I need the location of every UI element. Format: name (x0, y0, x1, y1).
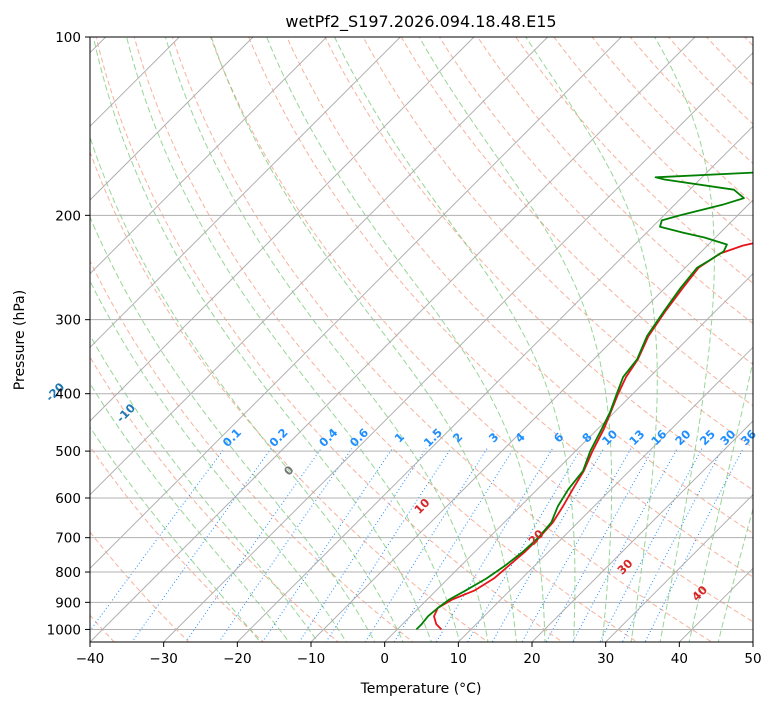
dry-adiabat-line (90, 356, 340, 642)
sounding-traces (415, 171, 753, 631)
x-tick-label: −20 (223, 651, 252, 667)
x-tick-label: 10 (450, 651, 467, 667)
y-tick-label: 100 (55, 30, 81, 46)
dry-adiabat-line (90, 531, 190, 642)
x-tick-label: −30 (149, 651, 178, 667)
y-tick-label: 800 (55, 565, 81, 581)
x-tick-label: 40 (671, 651, 688, 667)
isotherm-gridline (90, 37, 254, 201)
x-tick-label: −40 (76, 651, 105, 667)
y-tick-label: 200 (55, 208, 81, 224)
x-tick-label: 30 (597, 651, 614, 667)
isotherm-gridline (90, 37, 475, 422)
moist-adiabat-line (90, 279, 347, 642)
dry-adiabat-line (133, 37, 638, 642)
y-tick-label: 500 (55, 444, 81, 460)
mixing-ratio-line (262, 448, 393, 642)
y-tick-label: 1000 (47, 622, 81, 638)
dry-adiabat-line (756, 10, 775, 654)
dry-adiabat-line (362, 37, 753, 449)
y-tick-label: 900 (55, 595, 81, 611)
isotherm-gridline (90, 37, 549, 496)
x-tick-label: 50 (744, 651, 761, 667)
x-tick-label: −10 (297, 651, 326, 667)
x-tick-label: 20 (523, 651, 540, 667)
mixing-ratio-line (325, 448, 452, 642)
y-tick-label: 400 (55, 387, 81, 403)
dry-adiabat-line (400, 37, 753, 407)
isotherm-gridline (383, 272, 753, 642)
y-tick-label: 600 (55, 491, 81, 507)
plot-frame (89, 36, 754, 643)
dry-adiabat-line (90, 445, 265, 642)
plot-background (90, 37, 753, 642)
moist-adiabat-line (92, 37, 432, 642)
dry-adiabat-line (95, 37, 564, 642)
isotherm-gridline (90, 37, 402, 349)
moist-adiabat-line (210, 37, 518, 642)
isotherm-gridline (90, 37, 623, 570)
x-tick-label: 0 (380, 651, 389, 667)
isotherm-gridline (236, 125, 753, 642)
isotherm-gridline (310, 199, 753, 642)
dry-adiabat-line (515, 37, 753, 284)
isotherm-gridline (162, 51, 753, 642)
isotherm-gridline (90, 37, 328, 275)
mixing-ratio-line (298, 448, 427, 642)
dry-adiabat-line (248, 37, 753, 578)
isotherm-gridline (90, 37, 181, 128)
x-axis-label: Temperature (°C) (360, 681, 482, 697)
isotherm-gridline (531, 420, 753, 642)
isotherm-gridline (0, 10, 59, 654)
isotherm-gridline (604, 493, 753, 642)
dry-adiabat-line (477, 37, 753, 325)
y-axis-label: Pressure (hPa) (12, 290, 28, 390)
y-tick-label: 700 (55, 531, 81, 547)
sounding-series-line (433, 242, 753, 631)
dry-adiabat-line (171, 37, 713, 642)
chart-title: wetPf2_S197.2026.094.18.48.E15 (285, 12, 556, 32)
isotherm-gridline (90, 37, 696, 642)
dry-adiabat-line (90, 259, 414, 642)
sounding-series-line (415, 171, 753, 631)
grid-lines (0, 10, 753, 654)
x-axis-ticks: −40 −30 −20 −10 0 10 20 30 40 50 (76, 642, 762, 667)
mixing-ratio-line (131, 448, 272, 642)
mixing-ratio-line (572, 448, 678, 642)
y-axis-ticks: 100 200 300 400 500 600 700 800 900 1000 (47, 30, 90, 638)
y-tick-label: 300 (55, 313, 81, 329)
isotherm-gridline (457, 346, 753, 642)
